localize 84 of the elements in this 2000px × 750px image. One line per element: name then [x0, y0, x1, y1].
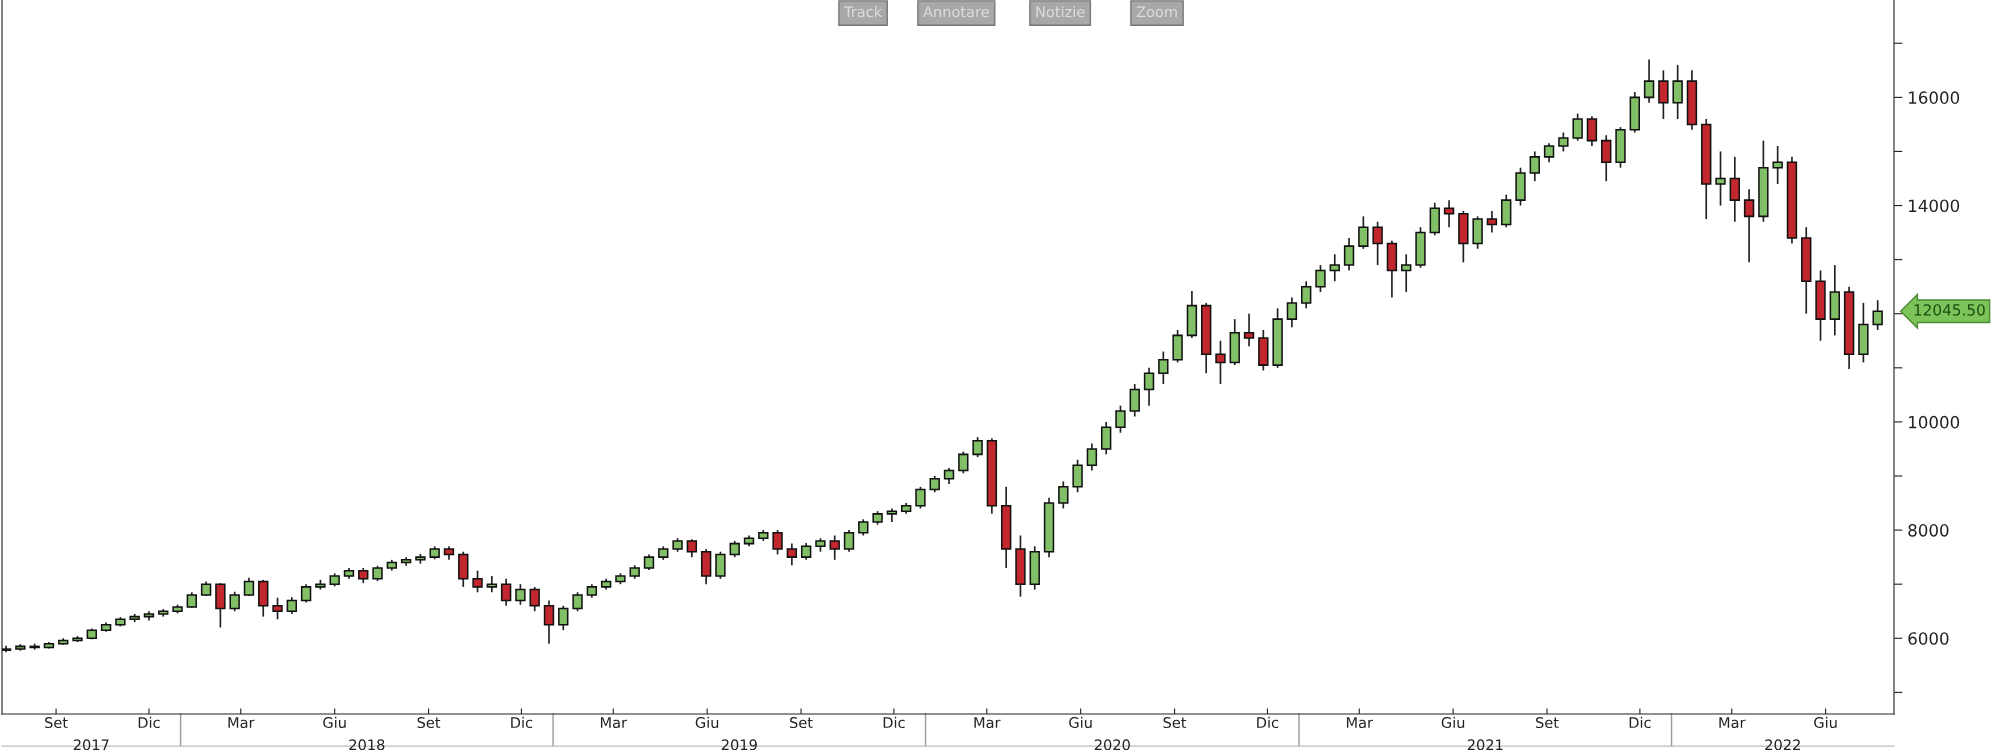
candlestick: [843, 529, 855, 553]
candlestick: [1658, 69, 1669, 120]
text: 2020: [1094, 739, 1130, 750]
text: 2017: [73, 739, 109, 750]
x-tick-label: Mar: [1719, 717, 1746, 729]
candlestick: [1158, 350, 1169, 385]
candlestick: [1301, 280, 1312, 310]
x-tick-label: Dic: [1629, 716, 1651, 729]
candlestick: [1586, 115, 1598, 147]
x-tick-label: Dic: [883, 716, 905, 729]
candlestick: [1072, 458, 1083, 494]
x-tick-label: Giu: [695, 716, 719, 729]
candlestick: [229, 590, 240, 613]
x-tick-label: Mar: [974, 717, 1001, 729]
x-tick-label: Set: [1163, 717, 1187, 729]
candlestick: [972, 436, 983, 458]
x-tick-label: Set: [417, 717, 441, 729]
x-tick-label: Giu: [323, 716, 346, 729]
candlestick: [572, 591, 583, 613]
x-tick-label: Dic: [511, 716, 533, 729]
candlestick: [1543, 142, 1555, 164]
x-tick-label: Dic: [138, 716, 160, 729]
y-tick-label: 16000: [1909, 91, 1960, 104]
candlestick: [1401, 253, 1412, 293]
x-tick-label: Dic: [1257, 716, 1279, 729]
candlestick: [1058, 480, 1069, 510]
candlestick: [1215, 339, 1226, 385]
candlestick: [1086, 442, 1098, 472]
x-tick-label: Giu: [1069, 716, 1092, 729]
candlestick: [1872, 299, 1883, 331]
x-tick-label: Mar: [1346, 717, 1374, 729]
candlestick: [1358, 215, 1369, 250]
candlestick: [1643, 58, 1655, 104]
x-tick-label: Set: [45, 717, 68, 729]
candlestick: [1329, 253, 1340, 283]
candlestick: [958, 450, 969, 475]
text: 2018: [349, 739, 385, 750]
y-tick-label: 14000: [1909, 199, 1960, 213]
x-tick-label: Mar: [228, 717, 255, 729]
y-tick-label: 8000: [1908, 524, 1949, 537]
x-tick-label: Giu: [1814, 716, 1837, 729]
candlestick: [1286, 296, 1298, 329]
candlestick: [1715, 150, 1726, 207]
candlestick: [529, 586, 540, 613]
candlestick: [1100, 421, 1112, 456]
annotation: 12045.50: [1914, 304, 1985, 316]
candlestick: [1143, 366, 1155, 407]
text: 2021: [1467, 739, 1503, 750]
candlestick: [1315, 264, 1326, 293]
candlestick: [558, 604, 569, 631]
candlestick: [500, 577, 512, 607]
text: 2022: [1765, 739, 1800, 750]
candlestick: [543, 599, 555, 645]
candlestick: [1243, 312, 1255, 348]
y-tick-label: 10000: [1909, 415, 1960, 429]
candlestick: [1372, 220, 1383, 266]
candlestick: [1672, 64, 1683, 120]
candlestick: [1486, 210, 1498, 234]
candlestick: [1129, 383, 1140, 418]
candlestick: [300, 583, 312, 604]
candlestick: [515, 583, 526, 606]
candlestick: [1572, 112, 1583, 142]
candlestick: [1343, 237, 1355, 272]
candlestick: [1729, 156, 1740, 223]
candlestick: [1772, 145, 1783, 185]
candlestick: [1601, 134, 1612, 183]
candlestick: [1743, 188, 1755, 264]
candlestick: [472, 569, 483, 594]
candlestick: [1115, 404, 1126, 434]
candlestick: [1558, 131, 1569, 153]
y-tick-label: 6000: [1908, 632, 1949, 645]
candlestick: [715, 550, 726, 580]
x-tick-label: Mar: [600, 717, 628, 729]
x-tick-label: Set: [790, 717, 813, 729]
candlestick: [272, 596, 283, 621]
candlestick: [915, 485, 926, 510]
text: 2019: [721, 739, 757, 750]
x-tick-label: Set: [1536, 717, 1559, 729]
candlestick: [1443, 199, 1455, 229]
candlestick: [786, 542, 798, 567]
candlestick: [772, 529, 783, 556]
candlestick: [829, 534, 840, 561]
candlestick: [1529, 150, 1540, 183]
x-tick-label: Giu: [1441, 716, 1465, 729]
